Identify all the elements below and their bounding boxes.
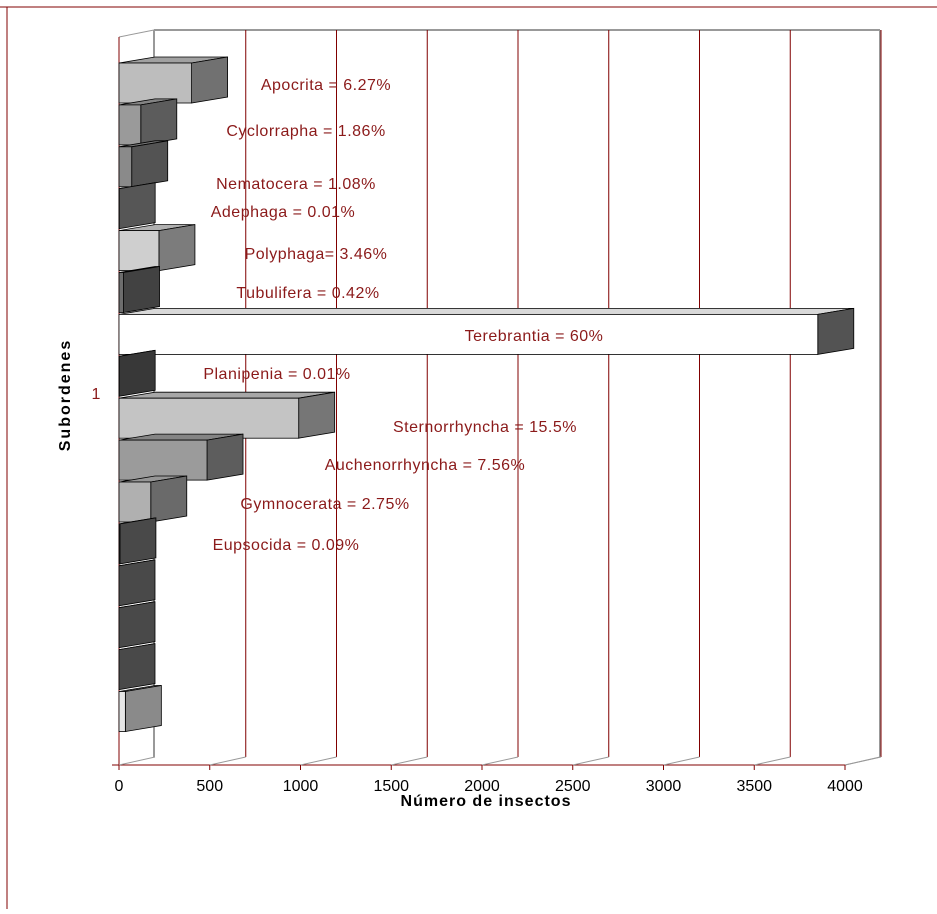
- side-wall-top: [119, 30, 154, 37]
- bar: [119, 147, 132, 187]
- bar-label: Apocrita = 6.27%: [261, 77, 391, 94]
- bar-side: [141, 99, 177, 145]
- floor-line: [482, 757, 518, 765]
- bar-side: [119, 350, 155, 396]
- bar-side: [119, 183, 155, 229]
- bar-side: [125, 686, 161, 732]
- bar-label: Auchenorrhyncha = 7.56%: [325, 457, 526, 474]
- x-tick-label: 3500: [736, 778, 772, 795]
- bar: [119, 105, 141, 145]
- bar-label: Polyphaga= 3.46%: [245, 246, 388, 263]
- floor-line: [119, 757, 155, 765]
- bar-label: Planipenia = 0.01%: [203, 366, 350, 383]
- floor-line: [573, 757, 609, 765]
- bar: [119, 482, 151, 522]
- bar-label: Cyclorrapha = 1.86%: [226, 123, 385, 140]
- x-tick-label: 0: [115, 778, 124, 795]
- bar-side: [119, 644, 155, 690]
- y-tick-label: 1: [92, 386, 101, 403]
- bar-label: Tubulifera = 0.42%: [236, 285, 379, 302]
- bar: [119, 398, 299, 438]
- floor-line: [391, 757, 427, 765]
- x-tick-label: 2000: [464, 778, 500, 795]
- bar-label: Gymnocerata = 2.75%: [240, 496, 409, 513]
- floor-line: [664, 757, 700, 765]
- bar: [119, 231, 159, 271]
- bar-label: Eupsocida = 0.09%: [213, 537, 360, 554]
- bar-side: [119, 602, 155, 648]
- bar-label: Adephaga = 0.01%: [211, 204, 356, 221]
- x-tick-label: 3000: [646, 778, 682, 795]
- bar-side: [151, 476, 187, 522]
- floor-line: [301, 757, 337, 765]
- bar-label: Sternorrhyncha = 15.5%: [393, 419, 577, 436]
- bar-label: Nematocera = 1.08%: [216, 176, 376, 193]
- x-tick-label: 1000: [283, 778, 319, 795]
- bar-label: Terebrantia = 60%: [465, 328, 604, 345]
- bar-side: [818, 308, 854, 354]
- bar: [119, 440, 207, 480]
- bar: [119, 63, 192, 103]
- bar-side: [207, 434, 243, 480]
- bar-side: [120, 518, 156, 564]
- x-tick-label: 2500: [555, 778, 591, 795]
- x-tick-label: 500: [196, 778, 223, 795]
- floor-line: [210, 757, 246, 765]
- x-axis-title: Número de insectos: [401, 793, 572, 810]
- bar-side: [159, 225, 195, 271]
- x-tick-label: 1500: [373, 778, 409, 795]
- bar: [119, 273, 124, 313]
- bar: [119, 524, 120, 564]
- bar-top: [119, 308, 854, 314]
- floor-line: [754, 757, 790, 765]
- bar: [119, 692, 125, 732]
- bar-side: [192, 57, 228, 103]
- bar-side: [132, 141, 168, 187]
- y-axis-title: Subordenes: [57, 339, 74, 451]
- floor-line: [845, 757, 881, 765]
- bar-side: [119, 560, 155, 606]
- bar-side: [124, 267, 160, 313]
- x-tick-label: 4000: [827, 778, 863, 795]
- bar-side: [299, 392, 335, 438]
